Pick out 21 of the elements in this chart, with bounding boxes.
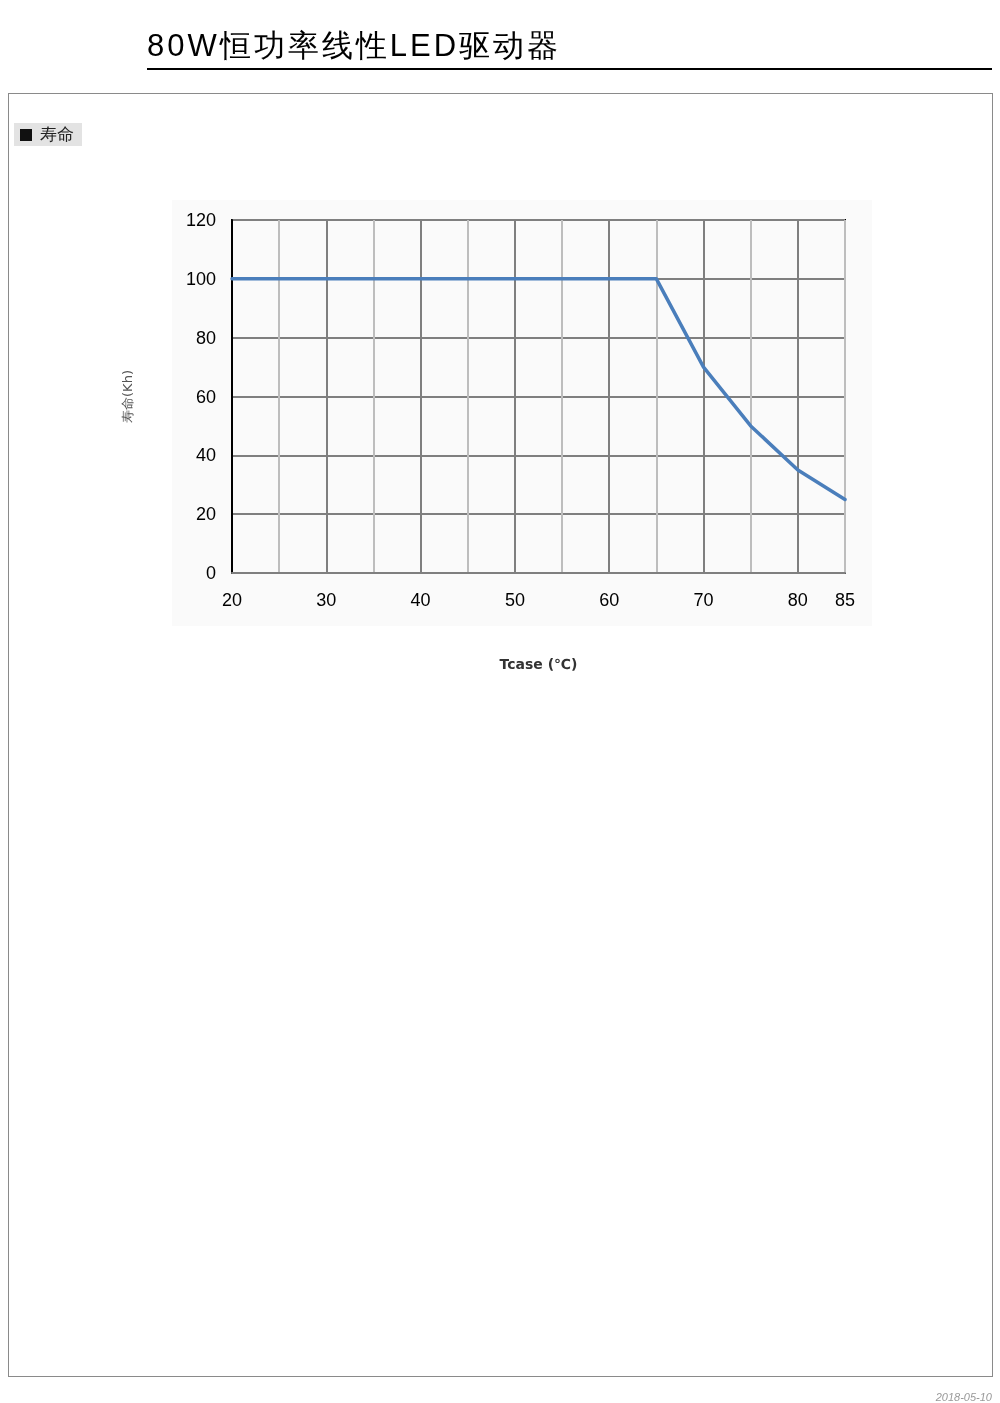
text: 寿命 <box>40 123 74 146</box>
y-axis-title: 寿命(Kh) <box>120 370 135 423</box>
y-tick-label: 0 <box>205 563 216 583</box>
x-tick-label: 70 <box>693 590 714 610</box>
x-tick-label: 80 <box>787 590 808 610</box>
y-tick-label: 20 <box>195 504 216 525</box>
y-tick-label: 60 <box>195 386 216 407</box>
chart-title: 80W恒功率线性LED驱动器 <box>147 24 992 70</box>
x-tick-label: 60 <box>599 590 620 610</box>
x-axis-title: Tcase (℃) <box>499 656 578 672</box>
y-tick-label: 40 <box>195 445 216 466</box>
y-tick-label: 100 <box>185 268 216 289</box>
y-tick-label: 80 <box>195 327 216 348</box>
y-tick-label: 120 <box>185 210 216 230</box>
x-tick-label: 20 <box>221 590 243 610</box>
x-tick-label: 85 <box>834 590 856 610</box>
x-tick-label: 40 <box>410 590 431 610</box>
line-series <box>230 277 847 502</box>
x-tick-label: 50 <box>504 590 525 610</box>
text: 2018-05-10 <box>935 1391 992 1403</box>
x-tick-label: 30 <box>316 590 337 610</box>
